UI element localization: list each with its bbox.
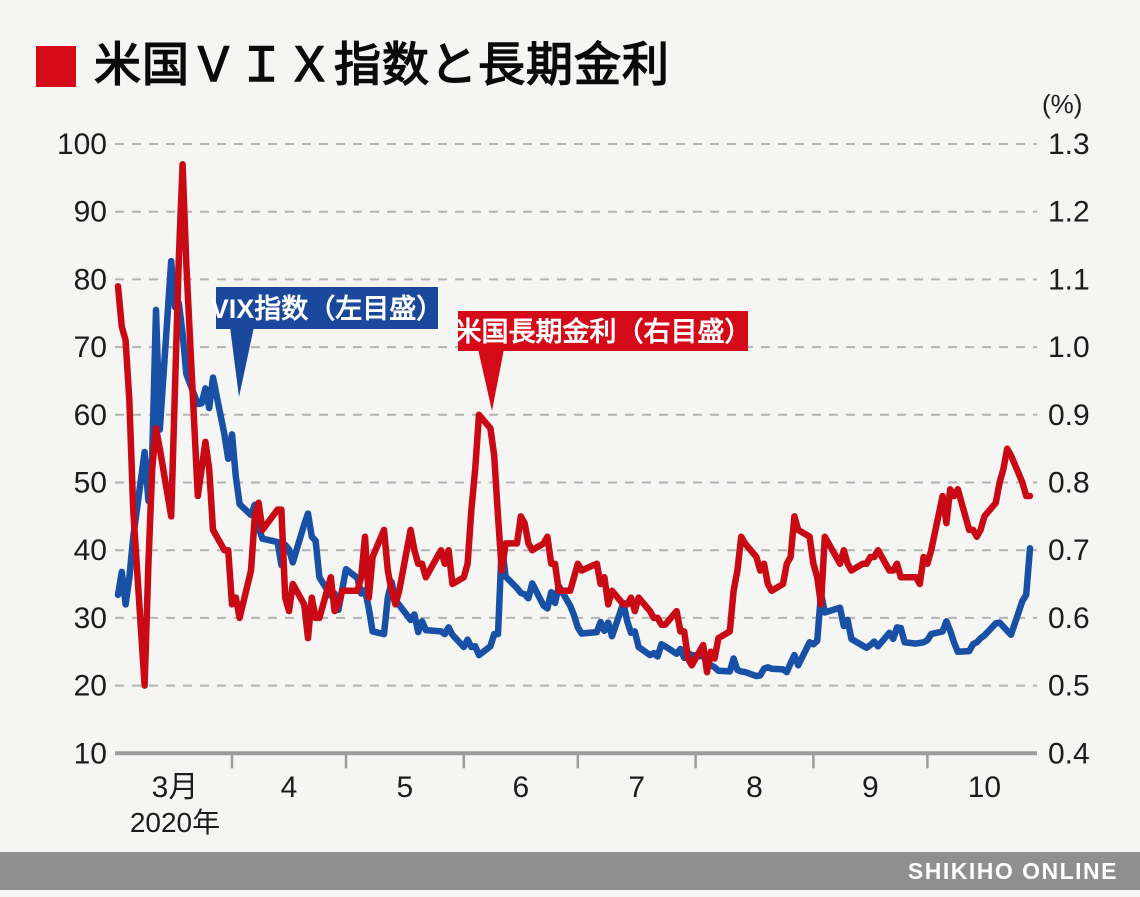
x-axis-month-label-7: 7 — [628, 771, 645, 804]
x-axis-month-label-5: 5 — [397, 771, 414, 804]
chart-title-block: 米国ＶＩＸ指数と長期金利 — [36, 38, 670, 92]
left-axis-tick-label: 80 — [74, 263, 107, 296]
x-axis-month-label-10: 10 — [968, 771, 1001, 804]
right-axis-tick-label: 0.7 — [1048, 534, 1090, 567]
right-axis-tick-label: 1.2 — [1048, 196, 1090, 229]
page-title: 米国ＶＩＸ指数と長期金利 — [94, 38, 670, 91]
left-axis-tick-label: 70 — [74, 331, 107, 364]
left-axis-tick-label: 40 — [74, 534, 107, 567]
vix-line — [114, 257, 1034, 680]
left-axis-tick-label: 100 — [57, 128, 107, 161]
right-axis-unit-label: (%) — [1042, 89, 1082, 119]
left-axis-tick-label: 10 — [74, 737, 107, 770]
right-axis-tick-label: 0.9 — [1048, 399, 1090, 432]
vix-callout-pointer — [230, 327, 254, 397]
right-axis-tick-label: 1.3 — [1048, 128, 1090, 161]
x-axis-year-label: 2020年 — [130, 807, 220, 838]
rate-callout-label: 米国長期金利（右目盛） — [455, 316, 752, 347]
treasury-yield-line — [114, 161, 1034, 689]
x-axis-month-label-8: 8 — [746, 771, 763, 804]
left-axis-tick-label: 30 — [74, 602, 107, 635]
rate-callout-pointer — [478, 349, 504, 411]
left-axis-tick-label: 90 — [74, 196, 107, 229]
x-axis-month-label-9: 9 — [862, 771, 879, 804]
title-bullet-square — [36, 46, 76, 87]
left-axis-tick-label: 60 — [74, 399, 107, 432]
vix-callout-box — [216, 287, 438, 329]
x-axis-month-label-6: 6 — [512, 771, 529, 804]
rate-callout-box — [458, 311, 748, 351]
right-axis-tick-label: 0.4 — [1048, 737, 1090, 770]
left-axis-tick-label: 50 — [74, 467, 107, 500]
right-axis-tick-label: 0.8 — [1048, 467, 1090, 500]
right-axis-tick-label: 1.1 — [1048, 263, 1090, 296]
vix-callout-label: VIX指数（左目盛） — [211, 294, 444, 324]
right-axis-tick-label: 1.0 — [1048, 331, 1090, 364]
footer-brand-text: SHIKIHO ONLINE — [907, 858, 1118, 884]
footer-bar: SHIKIHO ONLINE — [0, 852, 1140, 890]
x-axis-month-label-4: 4 — [281, 771, 298, 804]
x-axis-month-label-3月: 3月 — [152, 771, 199, 804]
right-axis-tick-label: 0.5 — [1048, 670, 1090, 703]
left-axis-tick-label: 20 — [74, 670, 107, 703]
right-axis-tick-label: 0.6 — [1048, 602, 1090, 635]
